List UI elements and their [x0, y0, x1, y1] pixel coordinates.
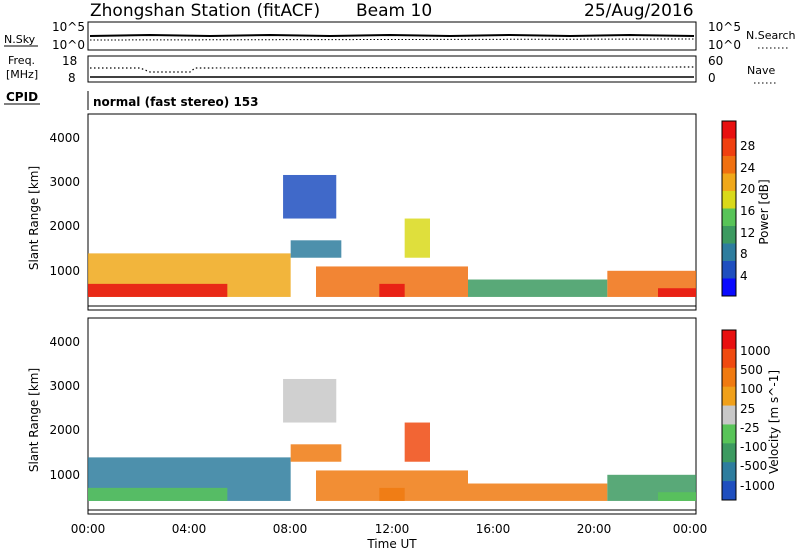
- echo-region: [404, 422, 430, 462]
- colorbar-swatch: [722, 424, 736, 444]
- echo-region: [468, 279, 608, 297]
- velocity-cbar-tick-25: 25: [740, 402, 755, 416]
- echo-region: [379, 283, 405, 297]
- colorbar-swatch: [722, 386, 736, 407]
- nave-tick-top: 60: [708, 54, 723, 68]
- cpid-label: CPID: [6, 90, 38, 104]
- power-cbar-tick-16: 16: [740, 204, 755, 218]
- echo-region: [88, 283, 228, 297]
- velocity-colorbar: [722, 330, 736, 501]
- xtick-0000-end: 00:00: [673, 522, 708, 536]
- echo-region: [404, 218, 430, 258]
- nsearch-tick-bottom: 10^0: [708, 38, 741, 52]
- colorbar-swatch: [722, 191, 736, 209]
- power-colorbar: [722, 121, 736, 297]
- beam-title: Beam 10: [356, 1, 432, 21]
- power-ylabel: Slant Range [km]: [27, 166, 41, 270]
- freq-panel-frame: [87, 55, 697, 83]
- xtick-2000: 20:00: [577, 522, 612, 536]
- velocity-cbar-tick-neg1000: -1000: [740, 479, 775, 493]
- power-cbar-tick-20: 20: [740, 182, 755, 196]
- power-colorbar-label: Power [dB]: [757, 179, 771, 244]
- velocity-ylabel: Slant Range [km]: [27, 368, 41, 472]
- nsky-tick-bottom: 10^0: [52, 38, 85, 52]
- colorbar-swatch: [722, 156, 736, 174]
- colorbar-swatch: [722, 173, 736, 192]
- x-axis-label: Time UT: [366, 537, 417, 551]
- echo-region: [290, 240, 342, 258]
- power-ytick-1000: 1000: [49, 264, 80, 278]
- power-cbar-tick-8: 8: [740, 247, 748, 261]
- freq-tick-top: 18: [62, 54, 77, 68]
- freq-label: Freq.: [8, 54, 35, 67]
- echo-region: [658, 492, 696, 501]
- freq-unit-label: [MHz]: [6, 68, 38, 81]
- velocity-ytick-2000: 2000: [49, 423, 80, 437]
- nave-tick-bottom: 0: [708, 71, 716, 85]
- echo-region: [283, 174, 337, 219]
- nsky-tick-top: 10^5: [52, 20, 85, 34]
- nsearch-trace: [89, 38, 695, 41]
- nsky-panel-frame: [87, 21, 697, 51]
- colorbar-swatch: [722, 226, 736, 244]
- echo-region: [290, 444, 342, 462]
- power-cbar-tick-24: 24: [740, 161, 755, 175]
- nsearch-tick-top: 10^5: [708, 20, 741, 34]
- velocity-ytick-1000: 1000: [49, 468, 80, 482]
- colorbar-swatch: [722, 121, 736, 139]
- xtick-0000: 00:00: [71, 522, 106, 536]
- colorbar-swatch: [722, 405, 736, 425]
- cpid-mode: normal (fast stereo) 153: [93, 95, 259, 109]
- velocity-heatmap: [88, 378, 696, 511]
- power-ytick-4000: 4000: [49, 131, 80, 145]
- power-ytick-2000: 2000: [49, 219, 80, 233]
- xtick-1200: 12:00: [375, 522, 410, 536]
- velocity-cbar-tick-100: 100: [740, 382, 763, 396]
- velocity-colorbar-frame: [721, 329, 737, 501]
- echo-region: [88, 487, 228, 501]
- power-cbar-tick-12: 12: [740, 226, 755, 240]
- colorbar-swatch: [722, 367, 736, 388]
- nave-trace: [90, 66, 695, 73]
- velocity-cbar-tick-1000: 1000: [740, 344, 771, 358]
- velocity-cbar-tick-neg25: -25: [740, 421, 760, 435]
- colorbar-swatch: [722, 481, 736, 501]
- freq-tick-bottom: 8: [68, 71, 76, 85]
- velocity-cbar-tick-500: 500: [740, 363, 763, 377]
- power-cbar-tick-28: 28: [740, 139, 755, 153]
- power-ytick-3000: 3000: [49, 175, 80, 189]
- echo-region: [379, 487, 405, 501]
- colorbar-swatch: [722, 443, 736, 463]
- date-title: 25/Aug/2016: [584, 1, 694, 21]
- nsky-label: N.Sky: [4, 33, 36, 46]
- xtick-0400: 04:00: [172, 522, 207, 536]
- velocity-cbar-tick-neg100: -100: [740, 440, 767, 454]
- echo-region: [658, 288, 696, 297]
- power-colorbar-frame: [721, 120, 737, 297]
- colorbar-swatch: [722, 278, 736, 297]
- power-heatmap: [88, 174, 696, 307]
- velocity-ytick-3000: 3000: [49, 379, 80, 393]
- station-title: Zhongshan Station (fitACF): [90, 1, 320, 21]
- colorbar-swatch: [722, 208, 736, 227]
- colorbar-swatch: [722, 243, 736, 262]
- nsearch-label: N.Search: [746, 29, 796, 42]
- xtick-0800: 08:00: [273, 522, 308, 536]
- colorbar-swatch: [722, 261, 736, 279]
- colorbar-swatch: [722, 462, 736, 482]
- colorbar-swatch: [722, 348, 736, 369]
- velocity-cbar-tick-neg500: -500: [740, 459, 767, 473]
- echo-region: [283, 378, 337, 423]
- power-cbar-tick-4: 4: [740, 269, 748, 283]
- velocity-colorbar-label: Velocity [m s^-1]: [767, 370, 781, 474]
- colorbar-swatch: [722, 330, 736, 350]
- colorbar-swatch: [722, 138, 736, 157]
- echo-region: [468, 483, 608, 501]
- velocity-ytick-4000: 4000: [49, 335, 80, 349]
- xtick-1600: 16:00: [476, 522, 511, 536]
- nsky-trace: [89, 33, 695, 38]
- nave-label: Nave: [747, 64, 775, 77]
